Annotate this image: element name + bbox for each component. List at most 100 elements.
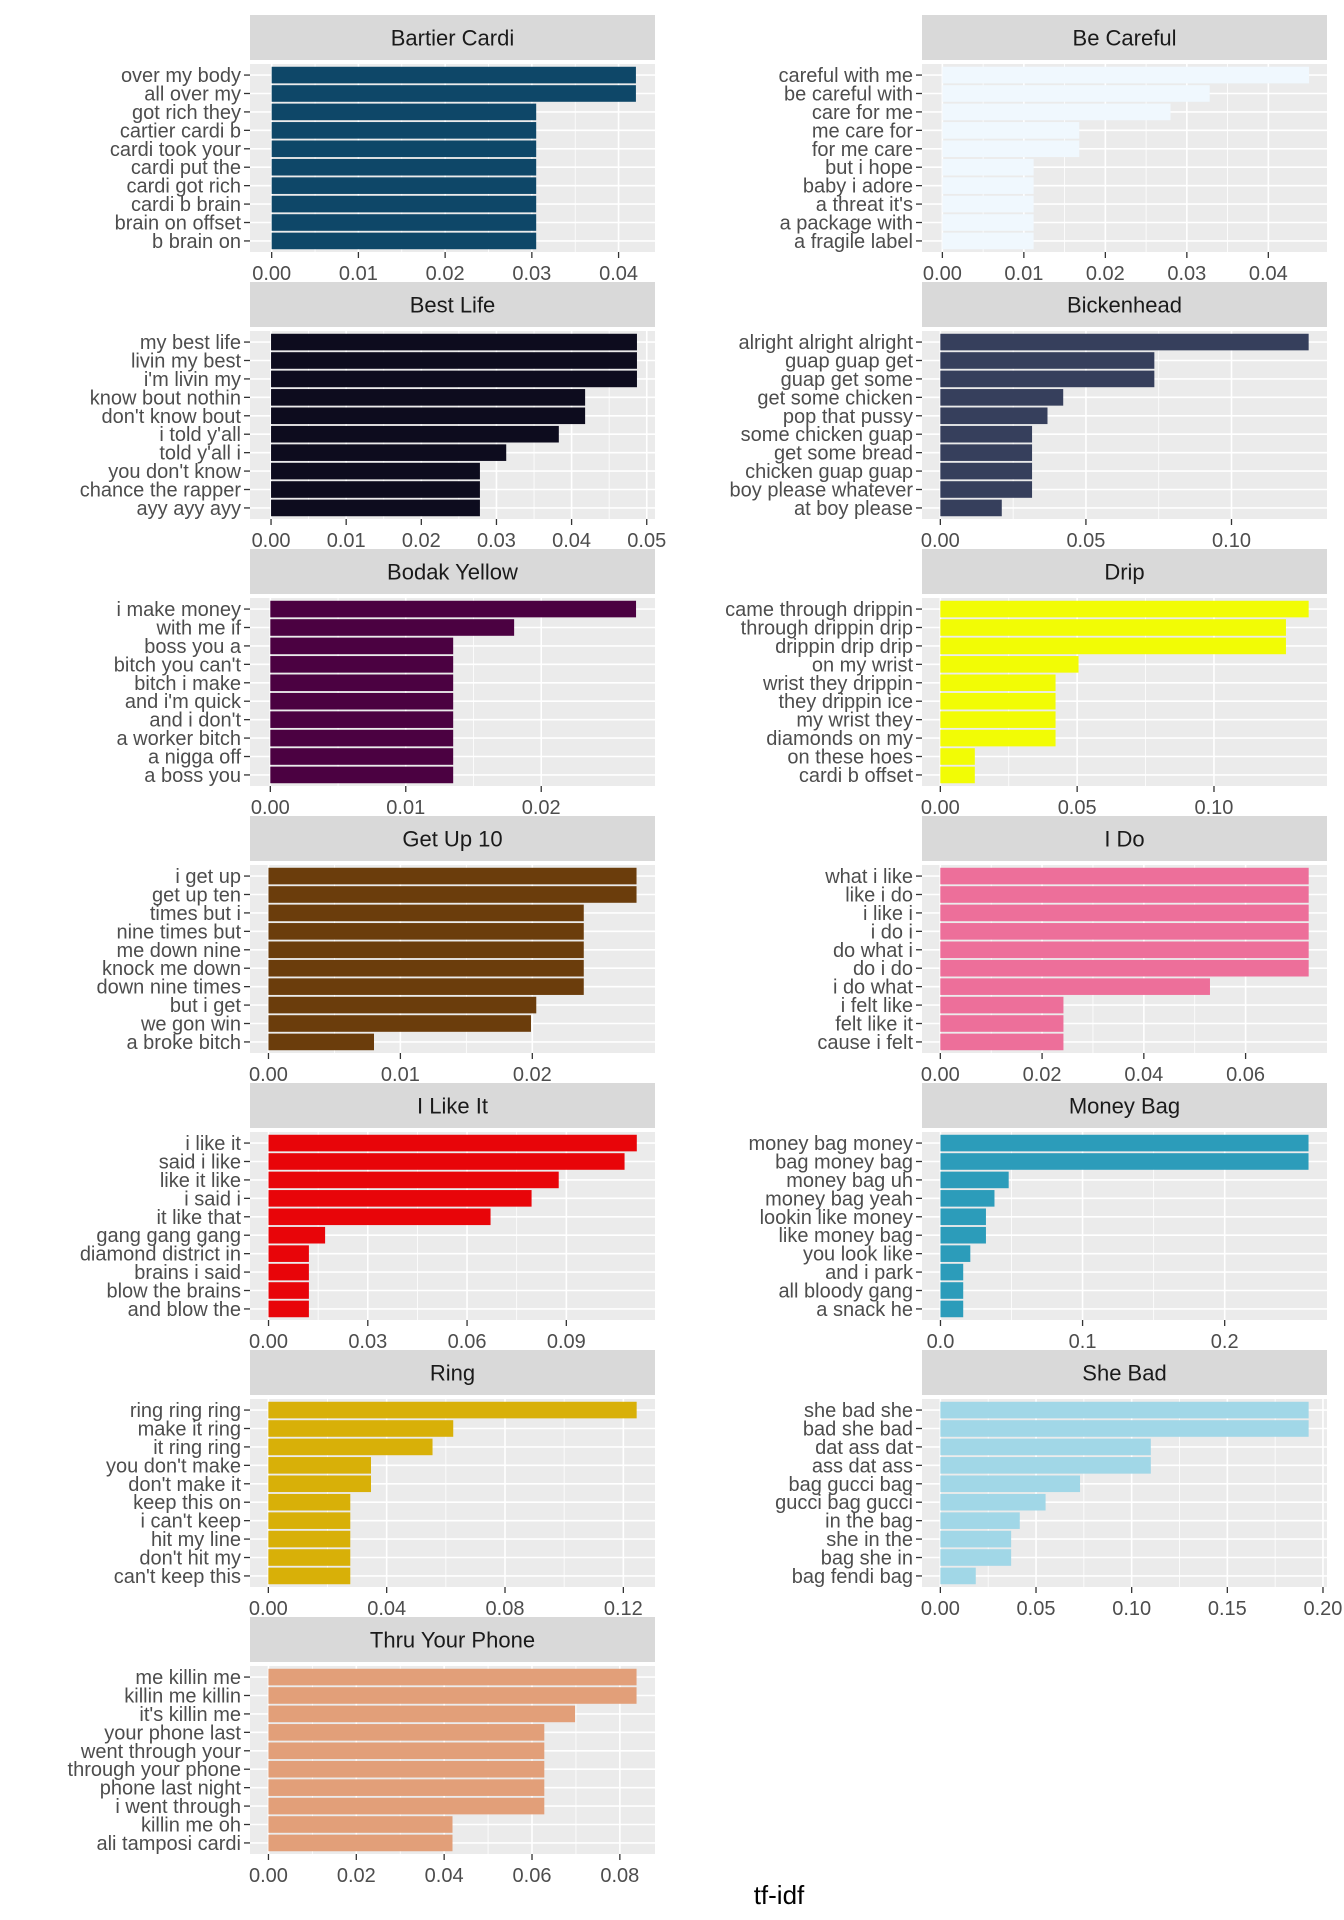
bar-bickenhead (940, 352, 1155, 369)
category-label-bickenhead: chicken guap guap (745, 461, 913, 483)
category-label-bartier-cardi: all over my (144, 83, 241, 105)
xtick-label-best-life: 0.04 (552, 530, 591, 552)
category-label-get-up-10: me down nine (116, 940, 241, 962)
bar-get-up-10 (268, 978, 584, 995)
facet-strip-money-bag (922, 1083, 1327, 1128)
category-label-ring: ring ring ring (130, 1400, 241, 1422)
category-label-drip: on these hoes (787, 747, 913, 769)
category-label-bickenhead: some chicken guap (741, 424, 913, 446)
bar-ring (268, 1420, 454, 1437)
xtick-label-ring: 0.12 (604, 1598, 643, 1620)
facet-title-be-careful: Be Careful (1073, 26, 1177, 51)
category-label-ring: you don't make (106, 1455, 241, 1477)
category-label-be-careful: careful with me (779, 65, 914, 87)
xtick-label-i-do: 0.06 (1226, 1064, 1265, 1086)
bar-be-careful (942, 103, 1171, 121)
category-label-ring: i can't keep (140, 1511, 241, 1533)
bar-i-do (940, 904, 1309, 922)
category-label-i-do: i like i (863, 903, 913, 925)
xtick-label-she-bad: 0.10 (1112, 1598, 1151, 1620)
xtick-label-i-do: 0.00 (921, 1064, 960, 1086)
bar-bartier-cardi (271, 158, 537, 176)
facet-strip-bickenhead (922, 282, 1327, 327)
bar-get-up-10 (268, 904, 584, 922)
bar-drip (940, 711, 1056, 728)
xtick-label-bartier-cardi: 0.03 (512, 263, 551, 285)
bar-best-life (271, 370, 637, 388)
bar-thru-your-phone (268, 1797, 545, 1815)
category-label-i-do: like i do (845, 884, 913, 906)
category-label-i-do: do what i (833, 940, 913, 962)
category-label-i-like-it: said i like (159, 1151, 241, 1173)
xtick-label-be-careful: 0.00 (923, 263, 962, 285)
category-label-i-like-it: brains i said (134, 1262, 241, 1284)
bar-bartier-cardi (271, 140, 537, 158)
xtick-label-thru-your-phone: 0.08 (600, 1865, 639, 1887)
bar-i-do (940, 959, 1309, 977)
bar-thru-your-phone (268, 1816, 453, 1833)
bar-best-life (271, 425, 559, 443)
category-label-get-up-10: get up ten (152, 884, 241, 906)
xtick-label-bartier-cardi: 0.00 (252, 263, 291, 285)
category-label-get-up-10: we gon win (140, 1014, 241, 1036)
bar-be-careful (942, 66, 1310, 84)
bar-bartier-cardi (271, 122, 537, 139)
category-label-get-up-10: times but i (150, 903, 241, 925)
bar-thru-your-phone (268, 1742, 545, 1760)
bar-drip (940, 619, 1286, 636)
facet-strip-get-up-10 (250, 816, 655, 861)
category-label-get-up-10: down nine times (96, 977, 241, 999)
bar-drip (940, 656, 1079, 673)
facet-strip-ring (250, 1350, 655, 1395)
bar-ring (268, 1401, 637, 1419)
bar-best-life (271, 462, 480, 480)
bar-bodak-yellow (270, 619, 515, 636)
category-label-ring: don't hit my (139, 1548, 241, 1570)
bar-get-up-10 (268, 1015, 531, 1032)
category-label-drip: through drippin drip (741, 617, 913, 639)
bar-she-bad (940, 1530, 1012, 1548)
category-label-be-careful: a threat it's (816, 194, 913, 216)
category-label-thru-your-phone: phone last night (100, 1778, 242, 1800)
bar-drip (940, 748, 975, 765)
bar-money-bag (940, 1190, 995, 1207)
bar-ring (268, 1438, 433, 1456)
category-label-i-like-it: i like it (185, 1133, 241, 1155)
xtick-label-i-do: 0.04 (1124, 1064, 1163, 1086)
category-label-bickenhead: get some chicken (757, 387, 913, 409)
bar-drip (940, 637, 1286, 655)
bar-money-bag (940, 1282, 964, 1299)
xtick-label-get-up-10: 0.00 (249, 1064, 288, 1086)
category-label-i-like-it: diamond district in (80, 1244, 241, 1266)
category-label-i-like-it: like it like (160, 1170, 241, 1192)
xtick-label-bartier-cardi: 0.04 (599, 263, 638, 285)
bar-bodak-yellow (270, 637, 454, 655)
bar-bartier-cardi (271, 103, 537, 121)
category-label-bartier-cardi: got rich they (132, 102, 241, 124)
xtick-label-i-like-it: 0.06 (448, 1331, 487, 1353)
bar-get-up-10 (268, 923, 584, 940)
bar-money-bag (940, 1226, 986, 1244)
facet-title-she-bad: She Bad (1082, 1361, 1166, 1386)
category-label-bickenhead: alright alright alright (738, 332, 913, 354)
bar-she-bad (940, 1512, 1020, 1529)
bar-money-bag (940, 1134, 1309, 1152)
bar-i-do (940, 996, 1064, 1014)
category-label-bodak-yellow: i make money (117, 599, 242, 621)
category-label-bartier-cardi: b brain on (152, 231, 241, 253)
xtick-label-ring: 0.04 (367, 1598, 406, 1620)
bar-bickenhead (940, 462, 1033, 480)
xtick-label-bartier-cardi: 0.02 (426, 263, 465, 285)
xtick-label-she-bad: 0.05 (1017, 1598, 1056, 1620)
category-label-drip: wrist they drippin (762, 673, 913, 695)
xtick-label-money-bag: 0.2 (1211, 1331, 1239, 1353)
category-label-i-like-it: gang gang gang (96, 1225, 241, 1247)
bar-she-bad (940, 1549, 1012, 1566)
bar-best-life (271, 444, 507, 461)
category-label-bodak-yellow: a nigga off (148, 747, 241, 769)
xtick-label-bodak-yellow: 0.01 (386, 797, 425, 819)
xtick-label-bickenhead: 0.00 (921, 530, 960, 552)
category-label-thru-your-phone: me killin me (135, 1667, 241, 1689)
bar-thru-your-phone (268, 1779, 545, 1796)
